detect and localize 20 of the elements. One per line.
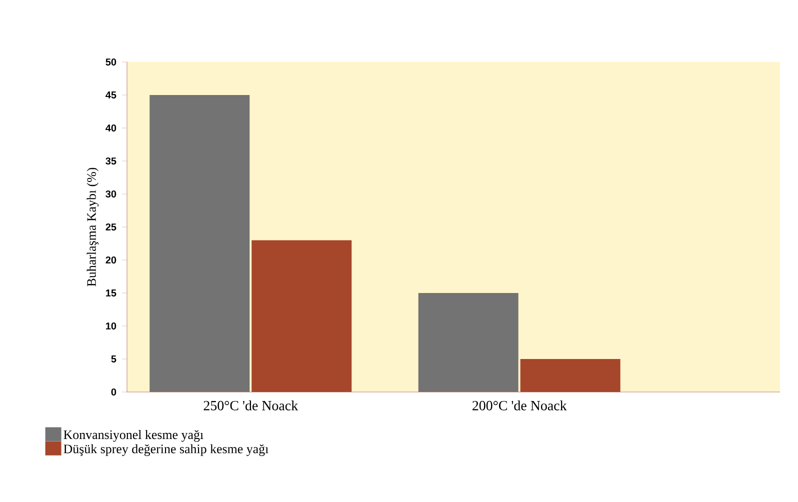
x-tick-label: 200°C 'de Noack (472, 400, 567, 410)
y-tick-label: 35 (106, 157, 116, 165)
bar (418, 293, 518, 392)
y-tick-label: 20 (106, 256, 116, 264)
y-tick-label: 5 (111, 356, 116, 362)
bar (252, 240, 352, 392)
y-tick-label: 40 (106, 124, 116, 132)
y-tick-label: 15 (106, 290, 116, 296)
y-tick-label: 10 (106, 322, 116, 330)
bar (150, 95, 250, 392)
x-tick-label: 250°C 'de Noack (204, 400, 298, 410)
y-tick-label: 30 (106, 190, 116, 198)
bar (520, 359, 620, 392)
y-tick-label: 50 (106, 58, 116, 66)
legend-label: Konvansiyonel kesme yağı (64, 430, 204, 442)
y-axis-title: Buharlaşma Kaybı (%) (86, 168, 99, 286)
y-tick-label: 25 (106, 223, 116, 231)
y-tick-label: 0 (111, 388, 116, 396)
y-tick-label: 45 (106, 92, 116, 98)
legend-label: Düşük sprey değerine sahip kesme yağı (64, 444, 268, 456)
